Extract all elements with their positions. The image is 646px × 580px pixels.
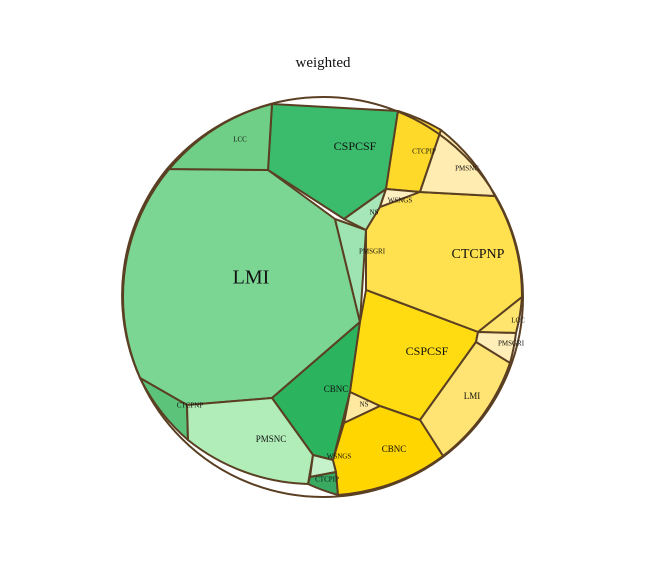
label-yellow-cbnc: CBNC bbox=[382, 444, 407, 454]
label-green-cspcsf: CSPCSF bbox=[334, 139, 377, 153]
label-yellow-ctcpnp: CTCPNP bbox=[452, 247, 505, 262]
cell-yellow-wsngs bbox=[379, 188, 421, 208]
label-yellow-cspcsf: CSPCSF bbox=[406, 344, 449, 358]
label-green-cbnc: CBNC bbox=[324, 384, 349, 394]
label-yellow-pmsnc: PMSNC bbox=[455, 165, 479, 173]
label-yellow-lmi: LMI bbox=[464, 391, 481, 401]
label-yellow-ctcpip: CTCPIP bbox=[412, 148, 436, 156]
label-green-ns: NS bbox=[370, 209, 379, 217]
label-green-ctcpip: CTCPIP bbox=[315, 476, 339, 484]
label-green-lmi: LMI bbox=[233, 267, 270, 289]
label-yellow-ns: NS bbox=[360, 401, 369, 409]
label-yellow-lcc: LCC bbox=[511, 317, 525, 325]
cell-green-ctcpip bbox=[307, 471, 339, 496]
cell-green-pmsgri bbox=[334, 218, 367, 323]
cell-green-lcc bbox=[166, 103, 273, 171]
chart-title: weighted bbox=[295, 55, 351, 71]
label-green-pmsnc: PMSNC bbox=[256, 434, 287, 444]
label-green-pmsgri: PMSGRI bbox=[359, 248, 386, 256]
label-green-lcc: LCC bbox=[233, 136, 247, 144]
label-green-wsngs: WSNGS bbox=[327, 453, 352, 461]
label-green-ctcpnp: CTCPNP bbox=[177, 402, 204, 410]
label-yellow-wsngs: WSNGS bbox=[388, 197, 413, 205]
label-yellow-pmsgri: PMSGRI bbox=[498, 340, 525, 348]
